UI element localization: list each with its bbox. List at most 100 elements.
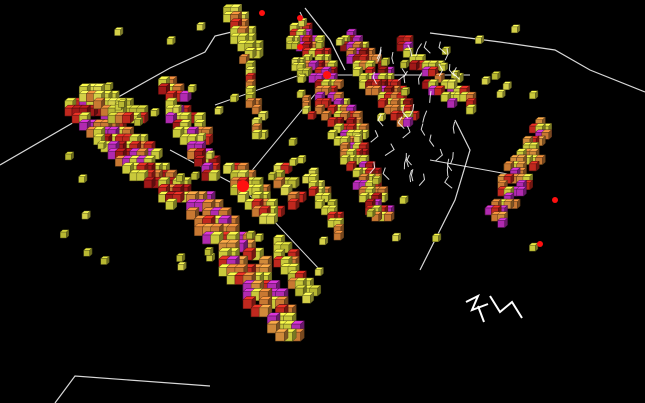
voxel-face [339,157,348,165]
voxel-face [234,275,245,285]
voxel-face [216,169,221,182]
voxel [497,217,509,229]
voxel-face [86,93,95,102]
voxel-face [258,307,269,318]
voxel-face [280,186,290,196]
voxel-face [151,176,156,189]
voxel-face [179,93,189,102]
voxel [383,211,395,222]
voxel-face [237,194,246,203]
voxel-face [327,132,335,140]
voxel-face [346,163,354,172]
voxel-face [352,169,361,178]
voxel-face [333,232,342,241]
voxel-face [64,107,74,117]
voxel-face [158,147,163,160]
voxel-face [237,42,246,52]
voxel-face [258,215,268,225]
voxel-face [358,81,367,90]
voxel-face [396,119,405,127]
voxel [333,230,345,241]
voxel-face [180,191,185,203]
voxel-face [440,94,449,102]
voxel-face [352,182,361,190]
voxel-face [201,172,210,182]
voxel-face [251,208,261,218]
voxel-face [528,125,537,134]
voxel-face [308,188,316,197]
voxel-face [129,172,138,182]
voxel-face [497,188,505,197]
voxel-face [78,122,88,131]
voxel-face [371,87,379,96]
voxel-face [327,119,335,127]
voxel [515,185,528,197]
voxel-face [71,114,81,124]
voxel-clusters [59,3,558,342]
voxel-face [275,331,285,342]
voxel-face [144,111,149,124]
voxel-face [218,267,228,277]
voxel-face [421,81,430,90]
voxel-face [384,213,392,222]
voxel-face [266,215,275,225]
voxel-face [202,234,212,245]
voxel-face [327,220,335,228]
voxel [251,129,263,140]
voxel [287,198,300,211]
voxel-face [242,299,253,309]
voxel-face [314,201,323,209]
voxel [64,97,77,110]
voxel-face [172,129,182,138]
voxel-face [491,213,499,222]
voxel-face [210,234,220,245]
voxel-face [402,119,411,127]
voxel-face [244,201,254,210]
voxel-face [250,307,261,318]
voxel [208,169,221,182]
voxel-face [114,114,124,124]
voxel-face [421,69,430,77]
voxel-face [503,163,512,172]
voxel-face [377,100,386,109]
voxel-face [358,195,367,203]
voxel [143,176,156,189]
voxel-face [252,47,257,59]
voxel [446,97,458,109]
voxel-face [287,201,297,210]
voxel-face [222,14,232,23]
voxel [408,59,420,71]
voxel [78,119,92,131]
voxel-face [528,163,537,172]
voxel-face [78,93,88,102]
voxel-face [409,62,417,71]
voxel-face [265,110,269,121]
voxel [164,111,178,124]
voxel-face [352,69,361,77]
voxel-face [321,113,329,121]
voxel-face [346,56,354,64]
voxel-face [273,179,282,189]
voxel-face [165,201,174,210]
voxel-face [447,100,455,109]
connection-line [214,74,301,106]
voxel-face [158,86,167,95]
voxel-face [259,47,264,59]
voxel-face [222,165,232,174]
voxel-face [107,150,117,160]
voxel-face [158,194,167,203]
voxel [164,198,178,211]
voxel-face [130,111,134,124]
voxel-face [93,100,102,110]
voxel-face [100,107,110,117]
voxel-face [107,114,117,124]
voxel-face [122,165,131,174]
voxel-face [428,69,436,77]
voxel [251,104,263,115]
voxel-face [122,114,131,124]
voxel-face [321,207,329,216]
boundary-line [54,375,211,403]
voxel-face [230,35,239,45]
